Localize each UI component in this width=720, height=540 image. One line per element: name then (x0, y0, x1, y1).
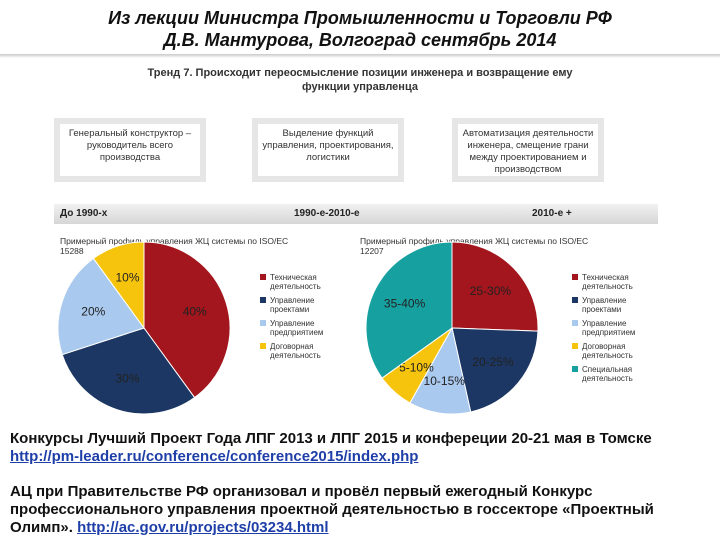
profile-caption-1-line-2: 15288 (60, 246, 84, 256)
conference-note: Конкурсы Лучший Проект Года ЛПГ 2013 и Л… (10, 430, 716, 466)
era-timeline-bar (54, 204, 658, 224)
olympus-note-text: АЦ при Правительстве РФ организовал и пр… (10, 483, 654, 536)
legend-2-item-4: Договорная деятельность (572, 342, 662, 360)
stage-box-2: Выделение функций управления, проектиров… (252, 118, 404, 182)
legend-1-swatch-4 (260, 343, 266, 349)
profile-caption-2-line-2: 12207 (360, 246, 384, 256)
pie-2-label-3: 10-15% (424, 374, 466, 388)
legend-1-item-4: Договорная деятельность (260, 342, 350, 360)
legend-2-swatch-1 (572, 274, 578, 280)
pie-1-slice-1 (143, 241, 231, 399)
profile-caption-1-line-1: Примерный профиль управления ЖЦ системы … (60, 236, 289, 246)
embedded-slide: Тренд 7. Происходит переосмысление позиц… (48, 58, 662, 418)
legend-2-text-1: Техническая деятельность (582, 273, 633, 291)
pie-charts: 40% 30% 20% 10% 25-30% 20-25% 10-15%5-10% 35-40… (57, 241, 539, 415)
legend-2-swatch-4 (572, 343, 578, 349)
pie-1-label-4: 10% (116, 270, 140, 284)
legend-2-swatch-2 (572, 297, 578, 303)
profile-caption-1: Примерный профиль управления ЖЦ системы … (60, 236, 310, 256)
pie-1-slice-3 (57, 257, 145, 356)
pie-legend-1: Техническая деятельность Управление проек… (260, 273, 350, 365)
stage-box-1: Генеральный конструктор – руководитель в… (54, 118, 206, 182)
legend-1-text-3: Управление предприятием (270, 319, 324, 337)
legend-2-swatch-3 (572, 320, 578, 326)
legend-1-text-4: Договорная деятельность (270, 342, 321, 360)
pie-2-slice-2 (451, 327, 539, 413)
pie-legend-2: Техническая деятельность Управление проек… (572, 273, 662, 388)
pie-2-label-5: 35-40% (384, 297, 426, 311)
legend-2-text-2: Управление проектами (582, 296, 627, 314)
trend-title-line-2: функции управленца (302, 81, 418, 93)
legend-2-item-1: Техническая деятельность (572, 273, 662, 291)
legend-1-text-1: Техническая деятельность (270, 273, 321, 291)
header-divider (0, 54, 720, 58)
legend-2-text-3: Управление предприятием (582, 319, 636, 337)
legend-1-item-3: Управление предприятием (260, 319, 350, 337)
legend-2-swatch-5 (572, 366, 578, 372)
era-label-1: До 1990-х (60, 208, 108, 219)
legend-1-swatch-1 (260, 274, 266, 280)
legend-1-item-2: Управление проектами (260, 296, 350, 314)
legend-2-text-4: Договорная деятельность (582, 342, 633, 360)
legend-2-item-5: Специальная деятельность (572, 365, 662, 383)
pie-2-slice-3 (409, 326, 472, 415)
stage-box-3: Автоматизация деятельности инженера, сме… (452, 118, 604, 182)
legend-1-swatch-3 (260, 320, 266, 326)
legend-2-item-2: Управление проектами (572, 296, 662, 314)
pie-2-label-2: 20-25% (472, 355, 514, 369)
era-label-2: 1990-е-2010-е (294, 208, 360, 219)
pie-2-slice-1 (451, 241, 539, 332)
pie-1-label-1: 40% (183, 305, 207, 319)
pie-1-label-2: 30% (116, 372, 140, 386)
legend-1-item-1: Техническая деятельность (260, 273, 350, 291)
era-label-3: 2010-е + (532, 208, 572, 219)
pie-2-slice-5 (365, 241, 453, 379)
pie-2-label-1: 25-30% (470, 284, 512, 298)
profile-caption-2: Примерный профиль управления ЖЦ системы … (360, 236, 610, 256)
pie-1-label-3: 20% (81, 305, 105, 319)
olympus-link[interactable]: http://ac.gov.ru/projects/03234.html (77, 519, 329, 536)
conference-note-text: Конкурсы Лучший Проект Года ЛПГ 2013 и Л… (10, 430, 652, 447)
legend-1-swatch-2 (260, 297, 266, 303)
header-line-1: Из лекции Министра Промышленности и Торг… (108, 8, 612, 28)
legend-2-text-5: Специальная деятельность (582, 365, 633, 383)
trend-title-line-1: Тренд 7. Происходит переосмысление позиц… (147, 67, 573, 79)
header-line-2: Д.В. Мантурова, Волгоград сентябрь 2014 (163, 30, 557, 50)
legend-2-item-3: Управление предприятием (572, 319, 662, 337)
profile-caption-2-line-1: Примерный профиль управления ЖЦ системы … (360, 236, 589, 246)
page-header: Из лекции Министра Промышленности и Торг… (0, 0, 720, 52)
pie-1-slice-4 (92, 241, 145, 330)
pie-1-slice-2 (61, 327, 196, 415)
conference-link[interactable]: http://pm-leader.ru/conference/conferenc… (10, 448, 419, 465)
legend-1-text-2: Управление проектами (270, 296, 315, 314)
pie-2-label-4: 5-10% (399, 361, 434, 375)
olympus-note: АЦ при Правительстве РФ организовал и пр… (10, 483, 716, 537)
trend-title: Тренд 7. Происходит переосмысление позиц… (70, 66, 650, 94)
